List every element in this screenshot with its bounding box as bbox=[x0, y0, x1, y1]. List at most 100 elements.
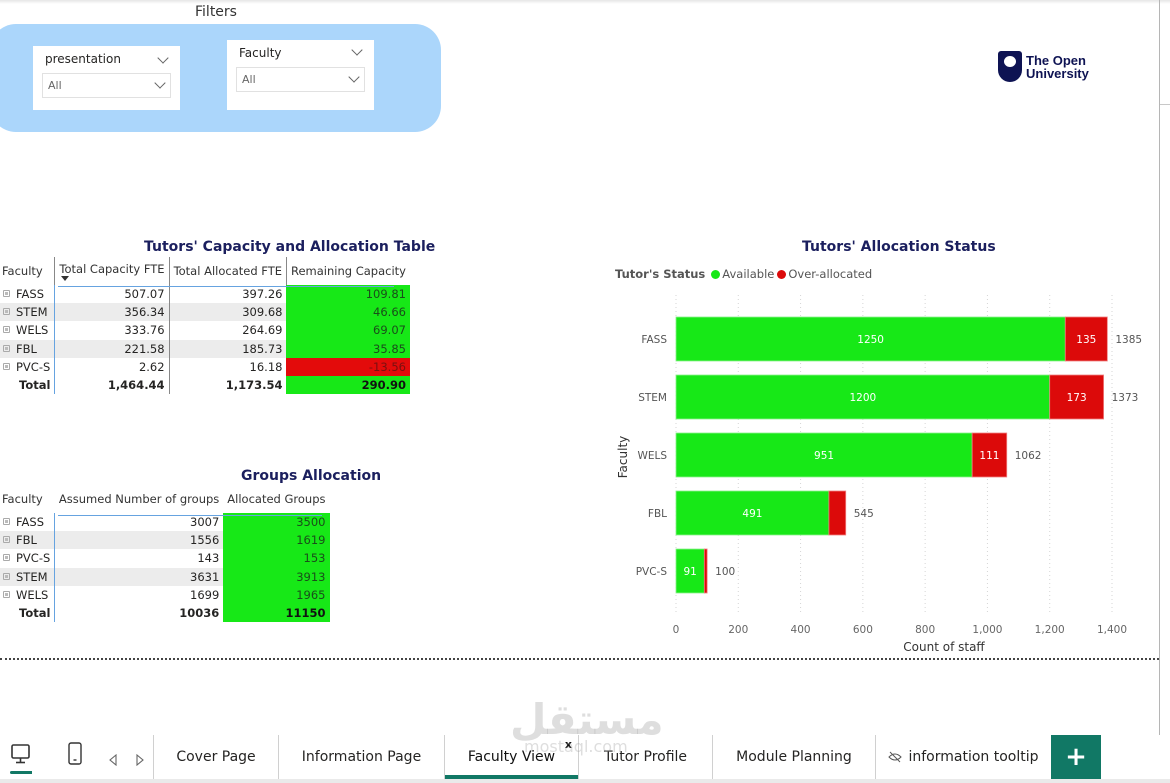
tab-tutor-profile[interactable]: Tutor Profile bbox=[578, 735, 712, 779]
bar-available[interactable] bbox=[675, 374, 1051, 420]
bar-over-allocated[interactable] bbox=[1049, 374, 1104, 420]
logo-text: The Open University bbox=[1026, 52, 1089, 81]
x-tick-label: 0 bbox=[673, 624, 680, 636]
allocated-cell: 185.73 bbox=[168, 339, 287, 358]
assumed-groups-cell: 3631 bbox=[54, 567, 224, 586]
table-row[interactable]: PVC-S 2.62 16.18 -13.56 bbox=[0, 357, 410, 376]
faculty-cell[interactable]: STEM bbox=[0, 303, 55, 322]
faculty-cell[interactable]: PVC-S bbox=[0, 549, 55, 567]
bar-over-allocated[interactable] bbox=[828, 490, 847, 536]
faculty-cell[interactable]: WELS bbox=[0, 586, 55, 604]
bar-available[interactable] bbox=[675, 490, 830, 536]
col-header-allocated-groups[interactable]: Allocated Groups bbox=[227, 492, 326, 506]
capacity-table-title: Tutors' Capacity and Allocation Table bbox=[144, 239, 436, 255]
remaining-cell: -13.56 bbox=[286, 357, 410, 376]
expand-icon[interactable] bbox=[3, 590, 10, 598]
tab-module-planning[interactable]: Module Planning bbox=[712, 735, 875, 779]
bar-over-allocated[interactable] bbox=[971, 432, 1008, 478]
tab-cover-page[interactable]: Cover Page bbox=[153, 735, 278, 779]
bar-available[interactable] bbox=[675, 548, 705, 594]
chevron-down-icon bbox=[154, 77, 166, 90]
slicer-title: Faculty bbox=[239, 46, 282, 60]
scroll-tabs-right-icon[interactable] bbox=[135, 751, 145, 767]
tab-information-page[interactable]: Information Page bbox=[278, 735, 444, 779]
x-axis-title: Count of staff bbox=[903, 640, 985, 654]
col-header-remaining-capacity[interactable]: Remaining Capacity bbox=[285, 257, 410, 285]
total-label: 100 bbox=[715, 566, 735, 578]
faculty-cell[interactable]: FBL bbox=[0, 339, 55, 358]
chevron-down-icon bbox=[348, 71, 360, 84]
header-underline bbox=[58, 515, 322, 516]
close-tab-icon[interactable]: x bbox=[564, 738, 572, 751]
slicer-title: presentation bbox=[45, 52, 121, 66]
capacity-cell: 2.62 bbox=[54, 357, 170, 376]
expand-icon[interactable] bbox=[3, 572, 10, 580]
table-row[interactable]: FASS 3007 3500 bbox=[0, 513, 330, 532]
tab-information-tooltip[interactable]: information tooltip bbox=[875, 735, 1051, 779]
expand-icon[interactable] bbox=[3, 290, 10, 298]
legend-item-available[interactable]: Available bbox=[711, 267, 774, 281]
col-header-assumed-groups[interactable]: Assumed Number of groups bbox=[58, 492, 220, 506]
faculty-dropdown[interactable]: All bbox=[236, 67, 365, 92]
total-label: Total bbox=[19, 378, 51, 393]
remaining-cell: 69.07 bbox=[286, 321, 410, 340]
assumed-groups-cell: 143 bbox=[54, 549, 224, 568]
table-row[interactable]: WELS 1699 1965 bbox=[0, 585, 330, 604]
col-header-total-capacity[interactable]: Total Capacity FTE bbox=[54, 257, 170, 285]
legend-dot-available bbox=[711, 269, 721, 279]
table-row[interactable]: FBL 221.58 185.73 35.85 bbox=[0, 339, 410, 358]
dropdown-value: All bbox=[242, 73, 256, 86]
x-tick-label: 1,000 bbox=[972, 624, 1002, 636]
groups-allocation-table: Faculty Assumed Number of groups Allocat… bbox=[0, 485, 330, 623]
expand-icon[interactable] bbox=[3, 554, 10, 562]
bar-over-allocated[interactable] bbox=[1064, 316, 1108, 362]
x-tick-label: 800 bbox=[915, 624, 935, 636]
col-header-faculty[interactable]: Faculty bbox=[2, 264, 43, 278]
allocated-groups-cell: 153 bbox=[223, 549, 330, 568]
open-university-logo: The Open University bbox=[998, 51, 1089, 82]
table-row[interactable]: STEM 356.34 309.68 46.66 bbox=[0, 303, 410, 322]
table-row[interactable]: WELS 333.76 264.69 69.07 bbox=[0, 321, 410, 340]
capacity-allocation-table: Faculty Total Capacity FTE Total Allocat… bbox=[0, 257, 410, 395]
total-allocated: 1,173.54 bbox=[168, 375, 287, 395]
col-header-faculty[interactable]: Faculty bbox=[2, 492, 43, 506]
faculty-cell[interactable]: FASS bbox=[0, 513, 55, 531]
chart-legend: Tutor's Status Available Over-allocated bbox=[615, 267, 875, 281]
presentation-dropdown[interactable]: All bbox=[42, 73, 171, 98]
assumed-groups-cell: 3007 bbox=[54, 513, 224, 532]
bar-over-allocated[interactable] bbox=[703, 548, 708, 594]
chevron-down-icon[interactable] bbox=[351, 44, 363, 57]
chevron-down-icon[interactable] bbox=[157, 52, 169, 65]
x-tick-label: 1,400 bbox=[1097, 624, 1127, 636]
total-label: 1062 bbox=[1015, 450, 1042, 462]
faculty-cell[interactable]: WELS bbox=[0, 321, 55, 339]
tab-faculty-view[interactable]: Faculty View x bbox=[444, 735, 578, 779]
add-page-button[interactable]: + bbox=[1051, 735, 1101, 779]
faculty-cell[interactable]: FASS bbox=[0, 285, 55, 303]
expand-icon[interactable] bbox=[3, 326, 10, 334]
table-row[interactable]: STEM 3631 3913 bbox=[0, 567, 330, 586]
scroll-tabs-left-icon[interactable] bbox=[108, 751, 118, 767]
table-row[interactable]: FASS 507.07 397.26 109.81 bbox=[0, 285, 410, 304]
expand-icon[interactable] bbox=[3, 362, 10, 370]
allocated-cell: 16.18 bbox=[168, 357, 287, 376]
expand-icon[interactable] bbox=[3, 308, 10, 316]
bar-available[interactable] bbox=[675, 432, 973, 478]
table-row[interactable]: PVC-S 143 153 bbox=[0, 549, 330, 568]
faculty-cell[interactable]: FBL bbox=[0, 531, 55, 550]
status-strip bbox=[0, 779, 1170, 783]
total-label: 1385 bbox=[1115, 334, 1142, 346]
total-label: 1373 bbox=[1112, 392, 1139, 404]
expand-icon[interactable] bbox=[3, 344, 10, 352]
table-row[interactable]: FBL 1556 1619 bbox=[0, 531, 330, 550]
faculty-cell[interactable]: PVC-S bbox=[0, 358, 55, 376]
mobile-view-icon[interactable] bbox=[68, 742, 82, 766]
expand-icon[interactable] bbox=[3, 536, 10, 544]
chart-title: Tutors' Allocation Status bbox=[802, 239, 996, 255]
expand-icon[interactable] bbox=[3, 518, 10, 526]
legend-item-over-allocated[interactable]: Over-allocated bbox=[777, 267, 872, 281]
faculty-cell[interactable]: STEM bbox=[0, 567, 55, 586]
desktop-view-icon[interactable] bbox=[10, 743, 36, 775]
total-row: Total 10036 11150 bbox=[0, 603, 330, 623]
col-header-total-allocated[interactable]: Total Allocated FTE bbox=[168, 257, 287, 285]
